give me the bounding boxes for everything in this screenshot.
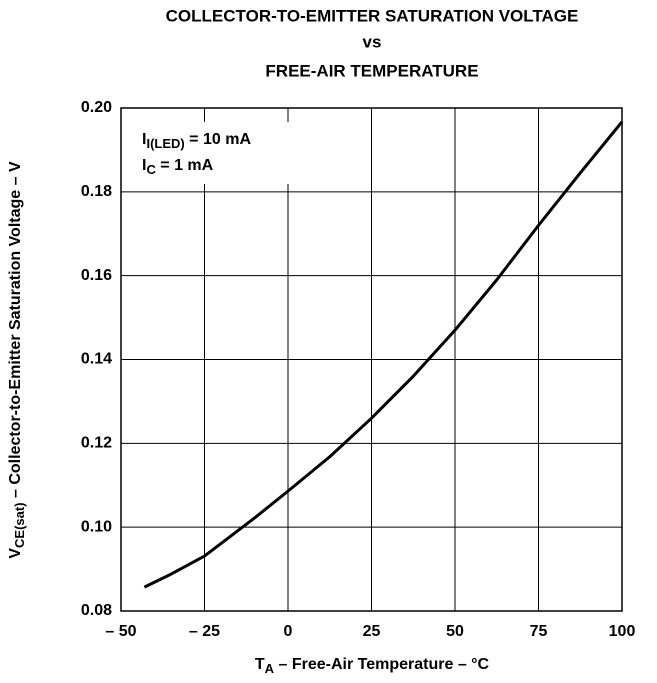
chart-title: vs [363, 32, 382, 51]
annotation-rest: = 10 mA [185, 131, 252, 148]
plot [143, 120, 624, 589]
x-label-main: T [255, 656, 265, 673]
x-tick-label: 50 [446, 623, 464, 640]
y-tick-label: 0.16 [81, 267, 112, 284]
y-label-main: V [7, 548, 24, 559]
annotation-sub: C [146, 162, 156, 177]
x-axis-label: TA – Free-Air Temperature – °C [255, 656, 490, 676]
annotation-main: I [142, 157, 146, 174]
annotation-background [132, 122, 302, 184]
x-tick-label: – 25 [189, 623, 220, 640]
y-tick-label: 0.14 [81, 351, 112, 368]
y-tick-label: 0.18 [81, 183, 112, 200]
annotation-rest: = 1 mA [156, 157, 214, 174]
x-label-sub: A [265, 661, 275, 676]
y-axis-label: VCE(sat) – Collector-to-Emitter Saturati… [7, 161, 27, 559]
y-label-sub: CE(sat) [12, 502, 27, 548]
chart-title: FREE-AIR TEMPERATURE [265, 61, 478, 80]
data-line [143, 120, 624, 589]
annotation: II(LED) = 10 mA [142, 131, 251, 151]
chart-title: COLLECTOR-TO-EMITTER SATURATION VOLTAGE [166, 6, 579, 25]
y-tick-label: 0.08 [81, 602, 112, 619]
plot-frame [120, 107, 623, 612]
x-tick-label: 0 [284, 623, 293, 640]
y-label-rest: – Collector-to-Emitter Saturation Voltag… [7, 161, 24, 502]
x-tick-label: 75 [530, 623, 548, 640]
annotation-main: I [142, 131, 146, 148]
annotation: IC = 1 mA [142, 157, 214, 177]
annotation-sub: I(LED) [146, 136, 184, 151]
y-tick-label: 0.20 [81, 99, 112, 116]
x-tick-label: 100 [609, 623, 636, 640]
y-tick-label: 0.12 [81, 435, 112, 452]
y-tick-label: 0.10 [81, 518, 112, 535]
x-tick-label: 25 [363, 623, 381, 640]
x-tick-label: – 50 [105, 623, 136, 640]
x-label-rest: – Free-Air Temperature – °C [274, 656, 490, 673]
